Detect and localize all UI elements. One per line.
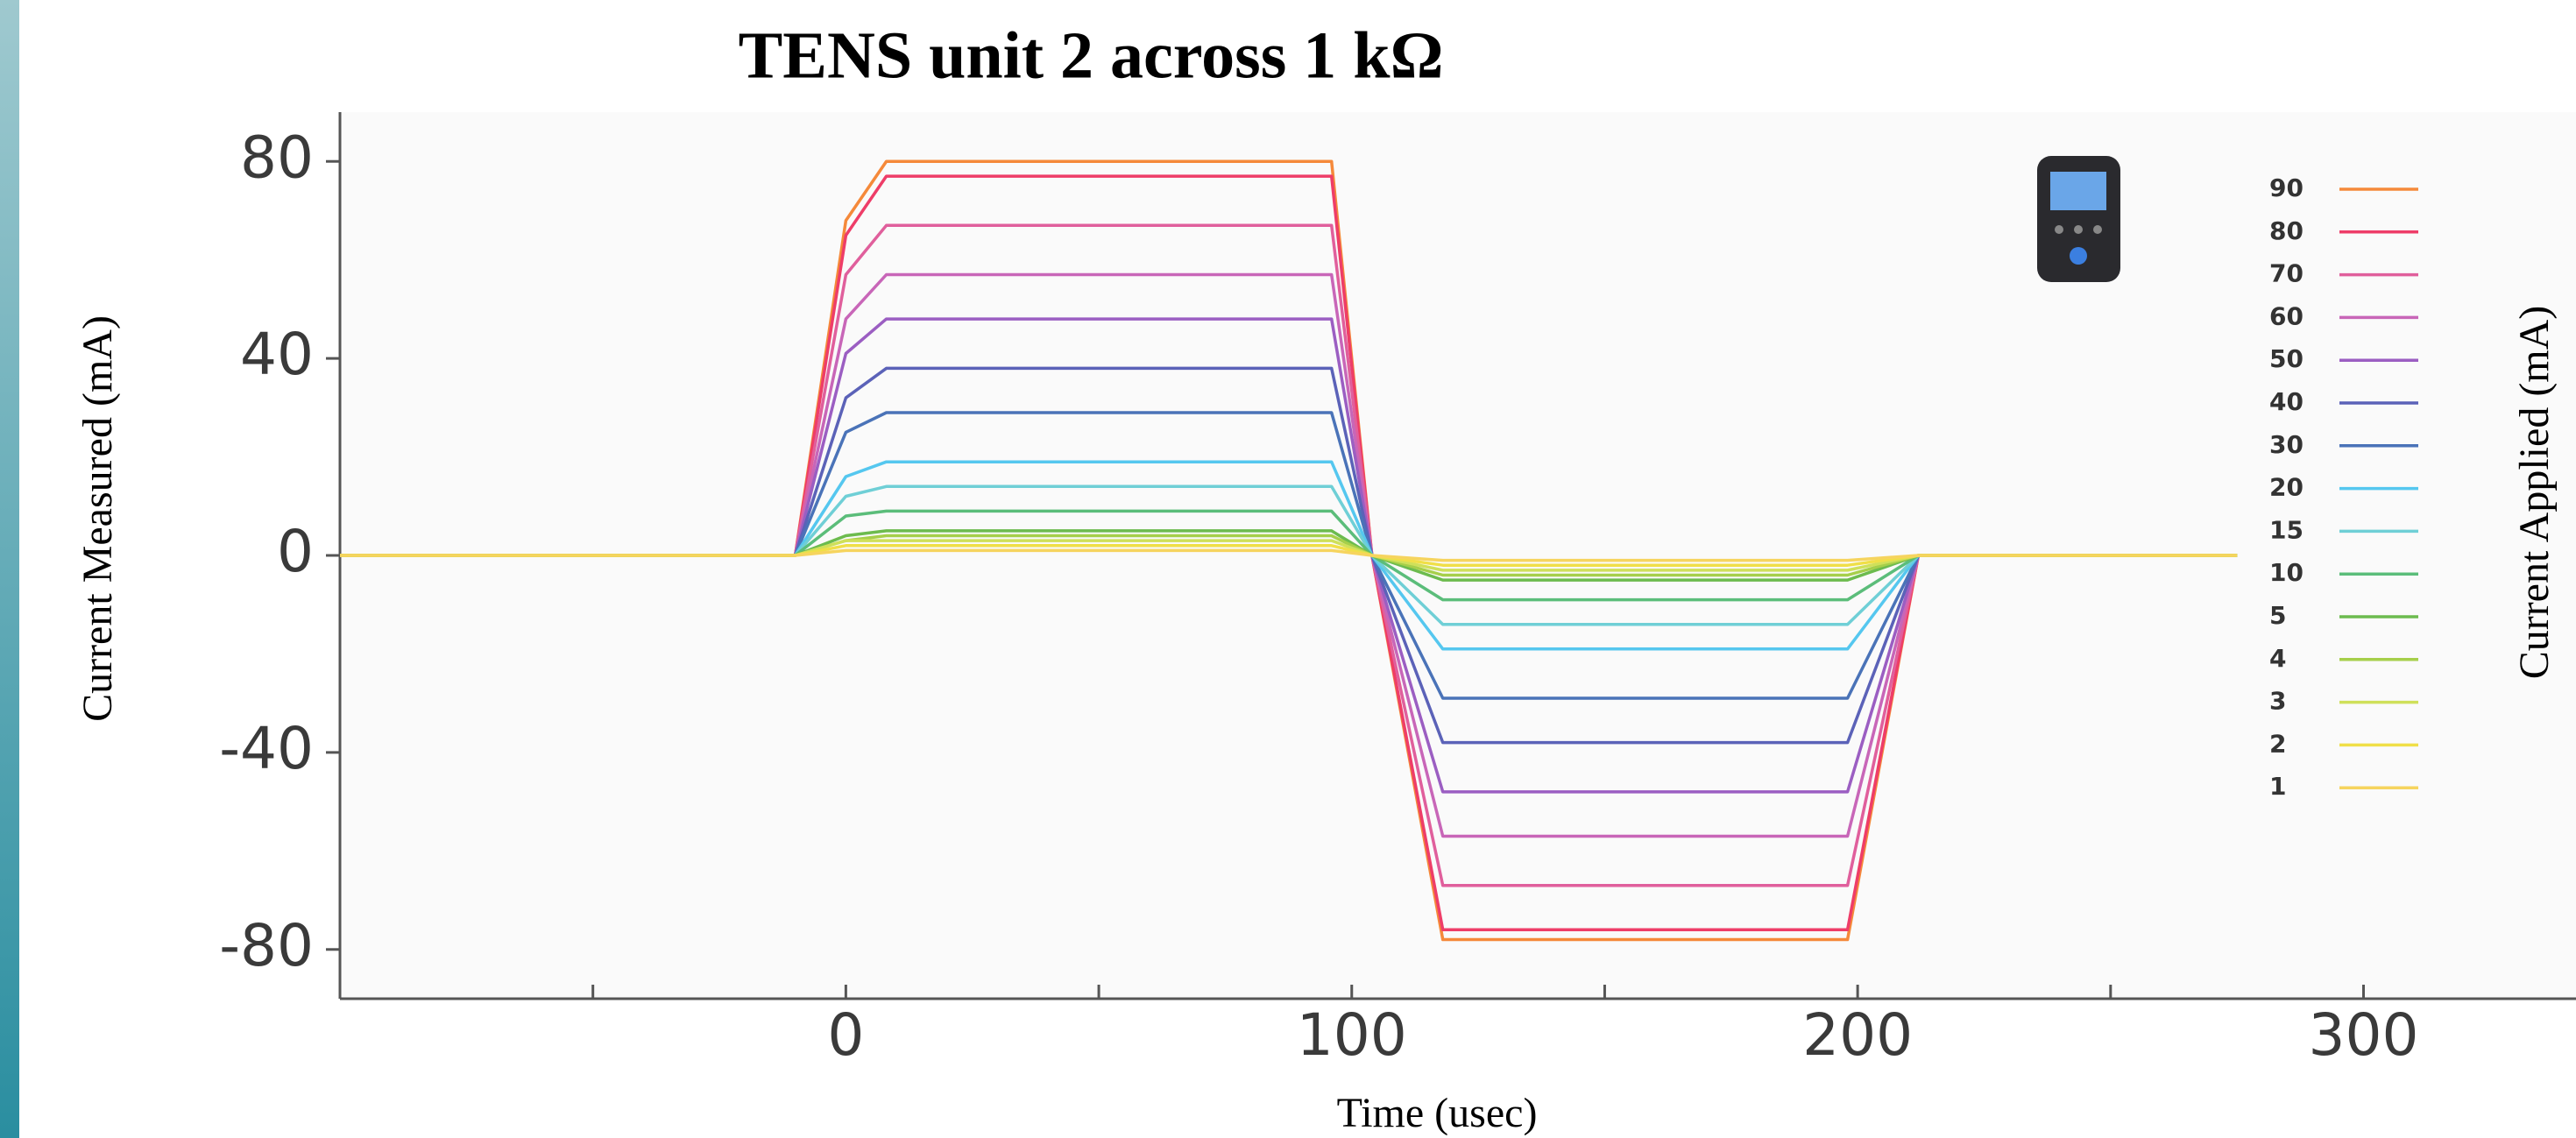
legend-label: 60 — [2269, 301, 2304, 330]
y-tick-label: -40 — [219, 715, 314, 782]
y-tick-label: 0 — [277, 518, 314, 585]
series-line — [340, 460, 2238, 651]
legend-label: 1 — [2269, 772, 2286, 801]
series-line — [340, 539, 2238, 572]
series-line — [340, 509, 2238, 602]
series-line — [340, 174, 2238, 932]
legend-label: 15 — [2269, 515, 2304, 544]
legend-label: 90 — [2269, 173, 2304, 202]
legend-label: 2 — [2269, 729, 2286, 758]
series-line — [340, 411, 2238, 700]
x-axis-label: Time (usec) — [1337, 1090, 1538, 1136]
side-strip — [0, 0, 19, 1138]
series-line — [340, 484, 2238, 626]
y-tick-label: 80 — [240, 124, 314, 191]
series-line — [340, 548, 2238, 562]
legend-label: 3 — [2269, 687, 2286, 716]
x-tick-label: 100 — [1297, 1001, 1407, 1069]
series-line — [340, 529, 2238, 582]
legend-label: 4 — [2269, 644, 2286, 673]
legend-label: 30 — [2269, 430, 2304, 459]
y-tick-label: 40 — [240, 321, 314, 388]
x-tick-label: 300 — [2309, 1001, 2419, 1069]
series-line — [340, 223, 2238, 887]
legend-label: 80 — [2269, 216, 2304, 245]
legend-label: 70 — [2269, 259, 2304, 288]
legend-label: 50 — [2269, 344, 2304, 373]
y-tick-label: -80 — [219, 912, 314, 979]
device-icon — [2037, 156, 2120, 282]
series-line — [340, 544, 2238, 567]
chart-title: TENS unit 2 across 1 kΩ — [739, 18, 1444, 92]
legend-label: 5 — [2269, 601, 2286, 630]
series-line — [340, 317, 2238, 794]
legend-label: 20 — [2269, 473, 2304, 502]
y-axis-label: Current Measured (mA) — [74, 315, 121, 722]
legend-label: 40 — [2269, 387, 2304, 416]
x-tick-label: 200 — [1802, 1001, 1913, 1069]
series-line — [340, 272, 2238, 838]
legend-label: 10 — [2269, 558, 2304, 587]
legend-title: Current Applied (mA) — [2511, 306, 2558, 680]
series-line — [340, 366, 2238, 745]
x-tick-label: 0 — [827, 1001, 864, 1069]
